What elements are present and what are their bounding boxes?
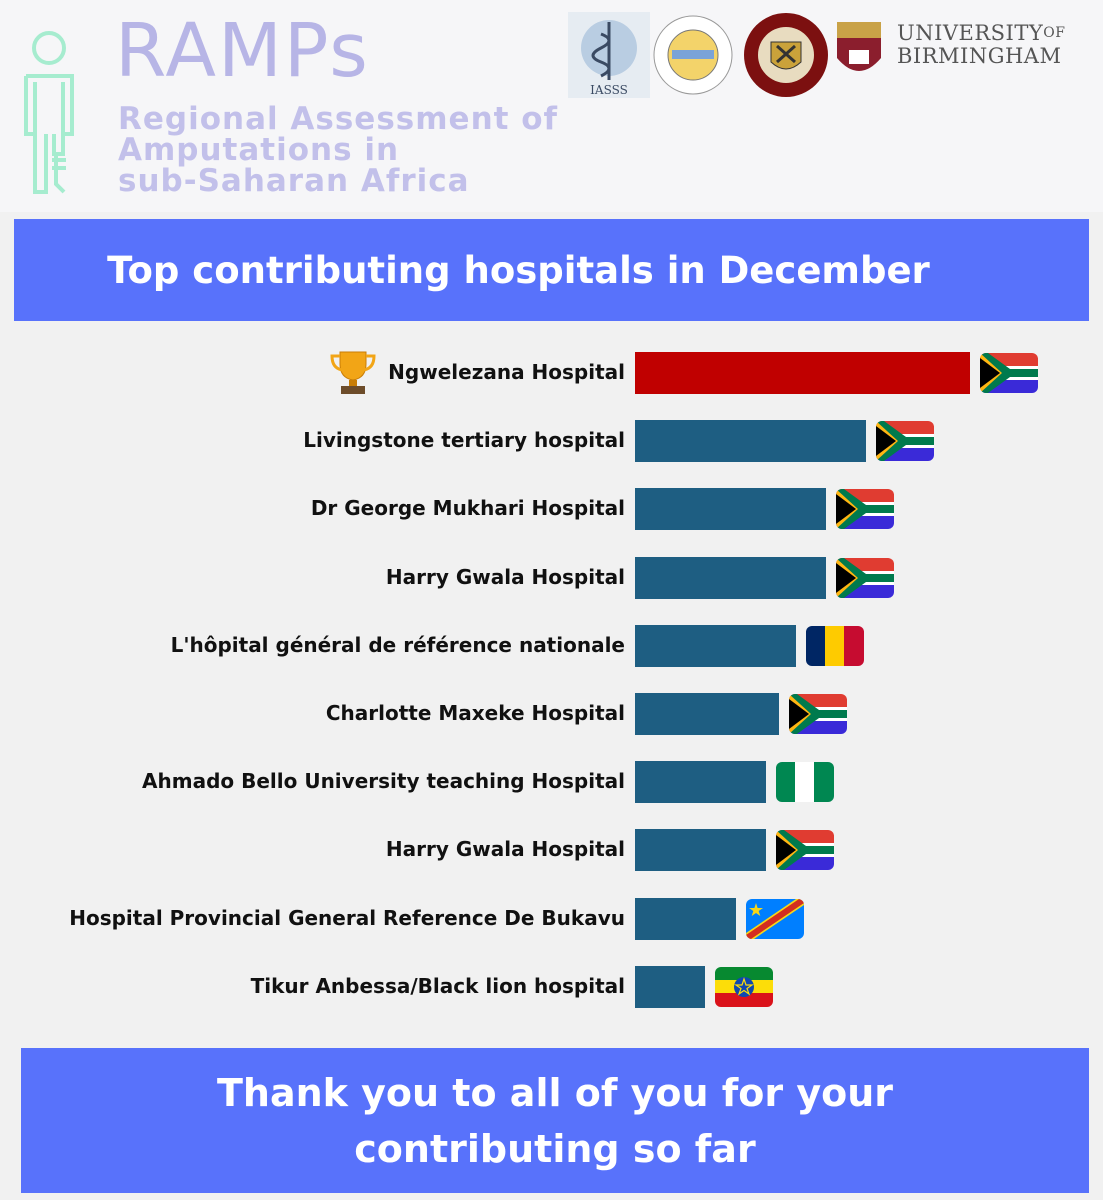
- footer-line-2: contributing so far: [354, 1126, 756, 1171]
- dr-congo-flag-icon: [746, 899, 804, 939]
- south-africa-flag-icon: [980, 353, 1038, 393]
- birmingham-wordmark: UNIVERSITYOF BIRMINGHAM: [897, 22, 1065, 68]
- bar-1: [635, 352, 970, 394]
- bar-label-2: Livingstone tertiary hospital: [303, 428, 625, 452]
- south-africa-flag-icon: [776, 830, 834, 870]
- uob-of: OF: [1043, 25, 1066, 41]
- bar-3: [635, 488, 826, 530]
- bar-label-4: Harry Gwala Hospital: [385, 565, 625, 589]
- bar-label-3: Dr George Mukhari Hospital: [310, 496, 625, 520]
- caduceus-icon: IASSS: [581, 20, 637, 97]
- bar-label-8: Harry Gwala Hospital: [385, 837, 625, 861]
- brand-subtitle-line-3: sub-Saharan Africa: [118, 163, 470, 199]
- bar-label-9: Hospital Provincial General Reference De…: [69, 906, 625, 930]
- amputee-figure-icon: [24, 31, 74, 194]
- bar-5: [635, 625, 796, 667]
- bar-label-7: Ahmado Bello University teaching Hospita…: [142, 769, 625, 793]
- brand-subtitle-line-1: Regional Assessment of: [118, 101, 559, 137]
- uob-line-2: BIRMINGHAM: [897, 44, 1062, 68]
- bar-label-10: Tikur Anbessa/Black lion hospital: [250, 974, 625, 998]
- header: [0, 0, 1103, 212]
- bar-4: [635, 557, 826, 599]
- iasss-logo: IASSS: [568, 12, 650, 98]
- college-of-surgeons-seal-icon: [744, 13, 828, 97]
- footer-line-1: Thank you to all of you for your: [216, 1070, 894, 1115]
- south-africa-flag-icon: [836, 558, 894, 598]
- birmingham-crest-icon: [837, 22, 881, 71]
- south-africa-flag-icon: [836, 489, 894, 529]
- brand-subtitle: Regional Assessment of Amputations in su…: [118, 104, 558, 197]
- south-africa-flag-icon: [876, 421, 934, 461]
- operating-room-seal-icon: [653, 15, 733, 95]
- bar-8: [635, 829, 766, 871]
- chart-title-banner: Top contributing hospitals in December: [14, 219, 1089, 321]
- south-africa-flag-icon: [789, 694, 847, 734]
- bar-10: [635, 966, 705, 1008]
- trophy-icon: [330, 351, 376, 394]
- bar-9: [635, 898, 736, 940]
- bar-label-1: Ngwelezana Hospital: [388, 360, 625, 384]
- bar-label-5: L'hôpital général de référence nationale: [170, 633, 625, 657]
- chad-flag-icon: [806, 626, 864, 666]
- chart-title: Top contributing hospitals in December: [107, 248, 930, 292]
- bar-label-6: Charlotte Maxeke Hospital: [325, 701, 625, 725]
- brand-subtitle-line-2: Amputations in: [118, 132, 400, 168]
- brand-title: RAMPs: [115, 8, 370, 94]
- uob-line-1: UNIVERSITY: [897, 21, 1044, 45]
- bar-6: [635, 693, 779, 735]
- bar-7: [635, 761, 766, 803]
- footer-banner: Thank you to all of you for your contrib…: [21, 1048, 1089, 1193]
- ethiopia-flag-icon: [715, 967, 773, 1007]
- nigeria-flag-icon: [776, 762, 834, 802]
- bar-2: [635, 420, 866, 462]
- iasss-label: IASSS: [590, 83, 628, 97]
